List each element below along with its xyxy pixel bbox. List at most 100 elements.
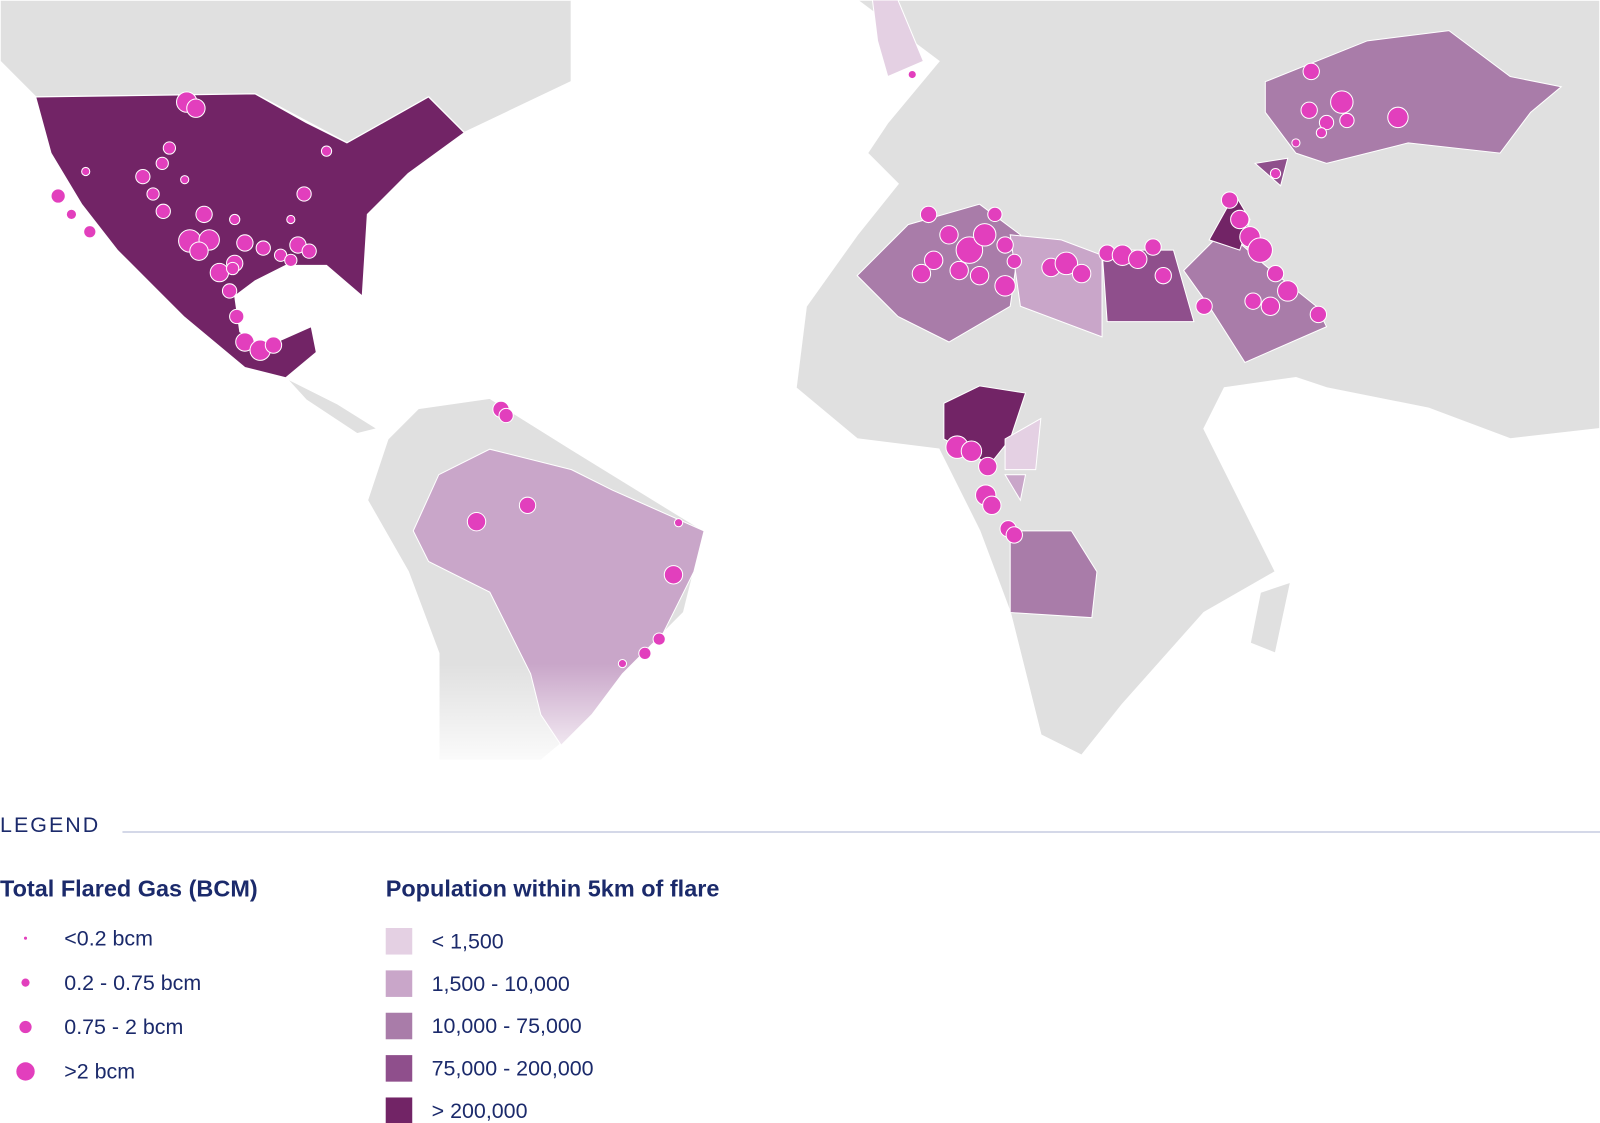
- flare-site: [135, 168, 151, 185]
- flare-site: [229, 308, 245, 325]
- flare-site: [81, 166, 91, 177]
- flare-site: [969, 265, 990, 286]
- flare-site: [1154, 266, 1172, 285]
- flare-site: [1309, 305, 1328, 324]
- flare-site: [1260, 296, 1281, 316]
- flare-site: [189, 241, 209, 261]
- flare-site: [955, 236, 984, 264]
- flare-site: [301, 243, 317, 259]
- flare-site: [1247, 237, 1273, 263]
- flare-site: [1330, 90, 1354, 114]
- flare-site: [1269, 167, 1282, 180]
- legend-label: <0.2 bcm: [64, 926, 153, 950]
- fade: [306, 663, 817, 776]
- flare-site: [1291, 138, 1301, 148]
- flare-site: [1230, 209, 1250, 230]
- land: [1249, 580, 1292, 655]
- flare-site: [226, 261, 240, 276]
- flare-site: [1128, 249, 1148, 270]
- flare-site: [498, 407, 514, 424]
- flare-site: [663, 565, 684, 585]
- flare-site: [264, 336, 283, 354]
- legend-label: > 200,000: [432, 1099, 528, 1123]
- flare-site: [996, 236, 1014, 254]
- flare-site: [155, 203, 171, 219]
- flare-site: [1006, 253, 1022, 270]
- country-angola: [1009, 530, 1098, 619]
- legend-label: 75,000 - 200,000: [432, 1057, 594, 1081]
- flare-site: [155, 156, 169, 170]
- flare-site: [1054, 251, 1079, 276]
- flare-site: [1005, 526, 1023, 544]
- flare-site: [1244, 292, 1262, 310]
- legend-symbol: [16, 1062, 35, 1081]
- flare-site: [1195, 297, 1213, 315]
- country-kazakhstan: [1264, 30, 1563, 164]
- flare-site: [673, 518, 684, 528]
- flare-site: [162, 141, 177, 155]
- flare-site: [949, 260, 969, 281]
- land: [285, 377, 380, 435]
- flare-site: [1387, 106, 1409, 129]
- flare-site: [1315, 127, 1328, 139]
- flare-site: [229, 213, 241, 226]
- flare-site: [911, 263, 932, 284]
- legend-swatch: [385, 970, 413, 997]
- flare-sites: [50, 62, 1409, 669]
- flare-site: [286, 214, 296, 225]
- flare-site: [518, 496, 537, 515]
- legend-label: 10,000 - 75,000: [432, 1014, 582, 1038]
- flare-site: [284, 253, 298, 267]
- flare-site: [939, 225, 959, 245]
- flare-site: [638, 646, 652, 661]
- flare-site: [466, 511, 487, 532]
- flare-site: [1220, 191, 1239, 209]
- legend-swatch: [385, 1055, 413, 1082]
- flare-site: [50, 188, 66, 204]
- flare-site: [255, 240, 271, 256]
- legend: <0.2 bcm 0.2 - 0.75 bcm 0.75 - 2 bcm >2 bcm…: [16, 926, 594, 1123]
- flare-site: [1339, 112, 1355, 129]
- flare-site: [186, 98, 206, 118]
- flare-site: [221, 283, 238, 299]
- flare-site: [978, 456, 998, 477]
- flare-site: [1302, 62, 1320, 81]
- flare-site: [987, 206, 1003, 223]
- flare-site: [907, 69, 917, 80]
- country-libya: [1009, 234, 1103, 338]
- flare-site: [919, 205, 938, 224]
- flare-site: [236, 234, 254, 252]
- country-cameroon: [1004, 417, 1042, 471]
- country-uk: [871, 0, 925, 78]
- legend-label: 1,500 - 10,000: [432, 972, 570, 996]
- legend-label: >2 bcm: [64, 1060, 135, 1084]
- flare-site: [195, 205, 213, 224]
- flare-site: [652, 632, 666, 646]
- flare-site: [1071, 263, 1092, 284]
- legend-label: < 1,500: [432, 929, 504, 953]
- flare-site: [1277, 280, 1299, 302]
- legend-title: LEGEND: [0, 813, 100, 837]
- legend-heading: Population within 5km of flare: [386, 875, 720, 901]
- flare-site: [65, 208, 78, 221]
- legend-label: 0.2 - 0.75 bcm: [64, 971, 201, 995]
- flare-site: [982, 495, 1002, 516]
- flare-site: [1318, 114, 1335, 131]
- legend-swatch: [385, 1097, 413, 1123]
- legend-label: 0.75 - 2 bcm: [64, 1015, 183, 1039]
- legend-symbol: [21, 978, 30, 987]
- country-gabon: [1004, 474, 1027, 502]
- flare-site: [146, 187, 160, 201]
- flare-site: [320, 145, 333, 157]
- legend-symbol: [19, 1020, 32, 1034]
- flare-site: [1300, 101, 1318, 119]
- legend-swatch: [385, 1012, 413, 1040]
- flare-site: [296, 186, 312, 202]
- flare-site: [1144, 238, 1162, 256]
- legend-swatch: [385, 928, 413, 955]
- legend-symbol: [23, 936, 28, 940]
- legend-heading: Total Flared Gas (BCM): [0, 875, 258, 901]
- flare-site: [960, 440, 983, 462]
